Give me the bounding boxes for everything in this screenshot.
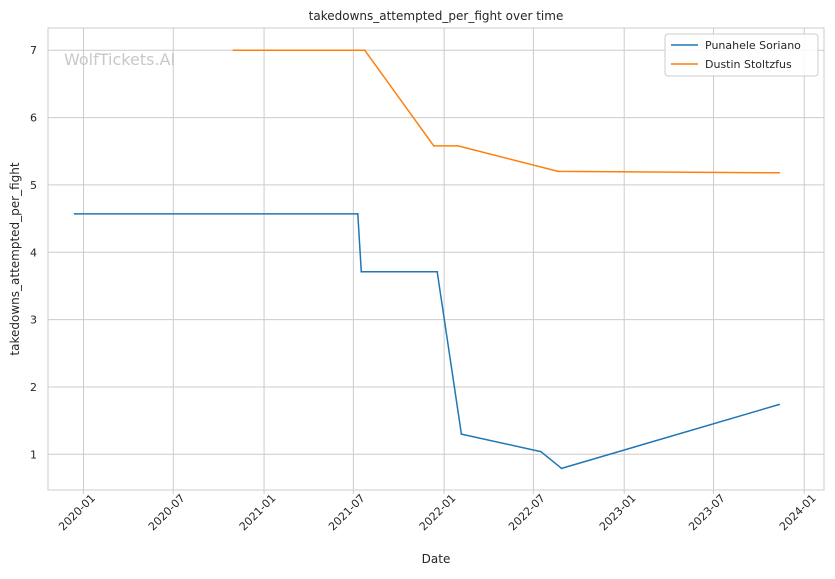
y-tick-label: 2 bbox=[30, 381, 37, 394]
data-point-punahele-soriano bbox=[539, 450, 542, 453]
y-tick-label: 5 bbox=[30, 179, 37, 192]
y-axis-ticks: 1 2 3 4 5 6 7 bbox=[30, 44, 37, 461]
grid bbox=[48, 28, 824, 490]
y-tick-label: 4 bbox=[30, 246, 37, 259]
data-point-dustin-stoltzfus bbox=[778, 171, 781, 174]
x-axis-ticks: 2020-01 2020-07 2021-01 2021-07 2022-01 2022-… bbox=[56, 490, 819, 534]
y-tick-label: 3 bbox=[30, 314, 37, 327]
x-tick-label: 2024-01 bbox=[777, 492, 819, 534]
data-point-dustin-stoltzfus bbox=[557, 170, 559, 173]
series-line-punahele-soriano bbox=[74, 213, 780, 470]
data-point-punahele-soriano bbox=[73, 212, 76, 215]
data-point-dustin-stoltzfus bbox=[457, 144, 459, 147]
legend-label-punahele-soriano: Punahele Soriano bbox=[705, 39, 801, 52]
x-tick-label: 2023-01 bbox=[597, 492, 639, 534]
chart-title: takedowns_attempted_per_fight over time bbox=[309, 9, 564, 23]
data-point-punahele-soriano bbox=[460, 433, 463, 436]
x-tick-label: 2021-01 bbox=[237, 492, 279, 534]
data-point-punahele-soriano bbox=[360, 270, 363, 273]
y-tick-label: 7 bbox=[30, 44, 37, 57]
y-tick-label: 6 bbox=[30, 112, 37, 125]
y-tick-label: 1 bbox=[30, 448, 37, 461]
watermark: WolfTickets.AI bbox=[64, 50, 175, 69]
data-point-dustin-stoltzfus bbox=[232, 49, 235, 52]
data-point-dustin-stoltzfus bbox=[432, 144, 435, 147]
data-point-punahele-soriano bbox=[778, 403, 781, 406]
x-tick-label: 2020-01 bbox=[56, 492, 98, 534]
data-point-punahele-soriano bbox=[560, 467, 563, 470]
y-axis-label: takedowns_attempted_per_fight bbox=[8, 162, 22, 355]
data-point-punahele-soriano bbox=[356, 212, 359, 215]
x-tick-label: 2021-07 bbox=[326, 492, 368, 534]
x-tick-label: 2020-07 bbox=[146, 492, 188, 534]
legend-label-dustin-stoltzfus: Dustin Stoltzfus bbox=[705, 58, 792, 71]
x-tick-label: 2022-07 bbox=[506, 492, 548, 534]
x-tick-label: 2022-01 bbox=[417, 492, 459, 534]
plot-area-frame bbox=[47, 27, 825, 491]
x-tick-label: 2023-07 bbox=[686, 492, 728, 534]
legend-frame bbox=[664, 33, 819, 77]
series bbox=[73, 49, 781, 470]
x-axis-label: Date bbox=[422, 552, 451, 566]
data-point-punahele-soriano bbox=[436, 270, 439, 273]
series-line-dustin-stoltzfus bbox=[233, 49, 780, 174]
legend: Punahele Soriano Dustin Stoltzfus bbox=[664, 33, 819, 77]
data-point-dustin-stoltzfus bbox=[363, 49, 366, 52]
